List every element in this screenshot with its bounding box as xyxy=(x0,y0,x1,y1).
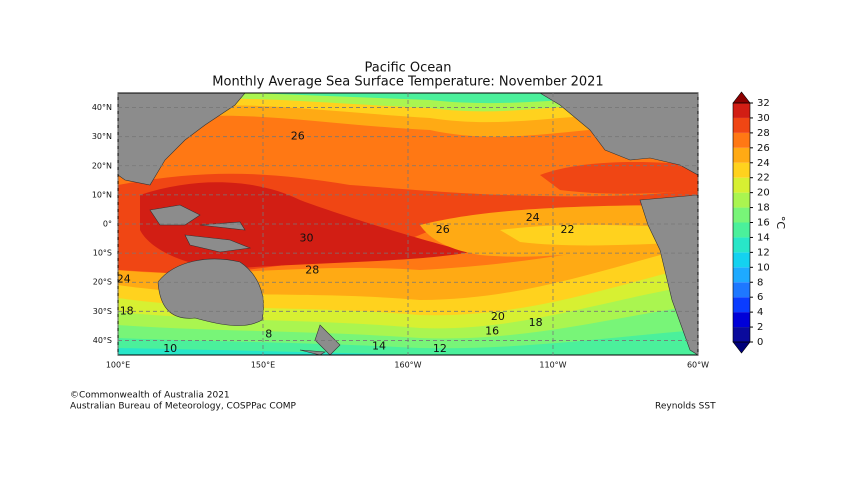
map-axes: 40°N 30°N 20°N 10°N 0° 10°S 20°S 30°S 40°S 100°E 1… xyxy=(92,93,709,370)
colorbar-tick-label: 8 xyxy=(757,277,763,288)
colorbar-bin xyxy=(733,147,750,163)
colorbar-bin xyxy=(733,252,750,268)
colorbar-tick-label: 10 xyxy=(757,262,770,273)
colorbar-bin xyxy=(733,297,750,313)
contour-label: 26 xyxy=(436,223,450,236)
lon-tick-label: 160°W xyxy=(394,361,421,370)
lat-tick-label: 10°S xyxy=(93,249,112,258)
colorbar-tick-label: 26 xyxy=(757,143,770,154)
contour-label: 16 xyxy=(485,325,499,338)
colorbar-bin xyxy=(733,327,750,342)
colorbar-under xyxy=(732,341,751,354)
lon-tick-label: 100°E xyxy=(106,361,130,370)
lon-tick-label: 150°E xyxy=(251,361,275,370)
colorbar-bin xyxy=(733,312,750,328)
colorbar-tick-label: 14 xyxy=(757,232,770,243)
contour-label: 8 xyxy=(265,328,272,341)
colorbar-tick-label: 22 xyxy=(757,173,770,184)
colorbar-over xyxy=(732,91,751,104)
colorbar-tick-label: 24 xyxy=(757,158,770,169)
contour-label: 24 xyxy=(117,272,131,285)
subtitle: Monthly Average Sea Surface Temperature:… xyxy=(212,75,603,90)
contour-label: 20 xyxy=(491,310,505,323)
contour-label: 18 xyxy=(120,304,134,317)
colorbar-tick-label: 4 xyxy=(757,307,763,318)
lat-tick-label: 20°N xyxy=(92,161,112,170)
colorbar-tick-label: 2 xyxy=(757,322,763,333)
colorbar-bin xyxy=(733,222,750,238)
contour-label: 10 xyxy=(163,342,177,355)
contour-label: 26 xyxy=(291,130,305,143)
colorbar-bin xyxy=(733,177,750,193)
agency: Australian Bureau of Meteorology, COSPPa… xyxy=(70,402,297,412)
lat-tick-label: 0° xyxy=(103,220,112,229)
contour-label: 12 xyxy=(433,342,447,355)
copyright: ©Commonwealth of Australia 2021 xyxy=(70,391,230,401)
colorbar-bin xyxy=(733,207,750,223)
colorbar-tick-label: 18 xyxy=(757,203,770,214)
lat-tick-label: 10°N xyxy=(92,190,112,199)
contour-label: 30 xyxy=(300,232,314,245)
lat-tick-label: 40°N xyxy=(92,103,112,112)
source: Reynolds SST xyxy=(655,402,716,412)
colorbar-bin xyxy=(733,162,750,178)
lon-tick-label: 60°W xyxy=(687,361,709,370)
contour-label: 22 xyxy=(561,223,575,236)
colorbar-bin xyxy=(733,117,750,133)
colorbar-tick-label: 0 xyxy=(757,337,763,348)
colorbar-tick-label: 12 xyxy=(757,247,770,258)
colorbar-tick-label: 32 xyxy=(757,98,770,109)
lat-tick-label: 30°N xyxy=(92,132,112,141)
contour-label: 24 xyxy=(526,211,540,224)
colorbar-label: °C xyxy=(774,216,787,230)
lat-tick-label: 20°S xyxy=(93,278,112,287)
colorbar-tick-label: 28 xyxy=(757,128,770,139)
contour-label: 14 xyxy=(372,339,386,352)
contour-label: 28 xyxy=(305,264,319,277)
colorbar-bin xyxy=(733,132,750,148)
colorbar-tick-label: 16 xyxy=(757,218,770,229)
lat-tick-label: 30°S xyxy=(93,307,112,316)
colorbar-bin xyxy=(733,192,750,208)
lat-tick-label: 40°S xyxy=(93,336,112,345)
lon-tick-label: 110°W xyxy=(539,361,566,370)
colorbar-tick-label: 20 xyxy=(757,188,770,199)
colorbar-bin xyxy=(733,103,750,118)
colorbar-bin xyxy=(733,267,750,283)
colorbar-bin xyxy=(733,237,750,253)
contour-label: 18 xyxy=(529,316,543,329)
colorbar-tick-label: 6 xyxy=(757,292,763,303)
colorbar-bin xyxy=(733,282,750,298)
title: Pacific Ocean xyxy=(364,61,451,76)
colorbar-tick-label: 30 xyxy=(757,113,770,124)
